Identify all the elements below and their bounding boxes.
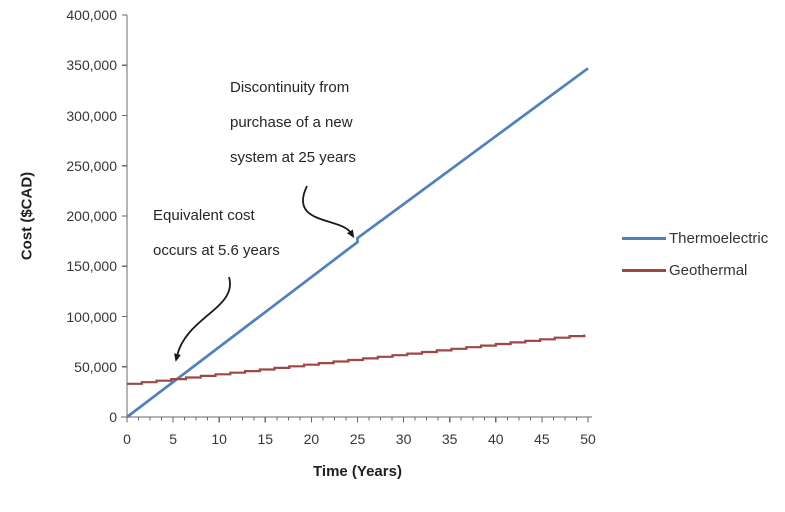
- arrow-to-discontinuity: [302, 185, 355, 239]
- y-tick-label: 0: [109, 409, 117, 425]
- x-tick-label: 20: [303, 431, 320, 447]
- annotation-text-line: system at 25 years: [230, 149, 356, 166]
- y-tick-label: 100,000: [66, 308, 117, 325]
- x-tick-label: 10: [211, 431, 227, 447]
- x-tick-label: 0: [123, 431, 131, 447]
- x-tick-label: 45: [534, 431, 550, 447]
- annotation-text-line: Discontinuity from: [230, 79, 350, 96]
- y-tick-label: 350,000: [66, 57, 117, 74]
- x-tick-label: 15: [257, 431, 274, 447]
- x-tick-label: 25: [349, 431, 366, 447]
- legend-label: Thermoelectric: [669, 230, 769, 247]
- y-tick-label: 300,000: [66, 107, 117, 124]
- legend-line-swatch: [622, 269, 666, 272]
- axes: [121, 14, 592, 423]
- legend-label: Geothermal: [669, 262, 748, 279]
- x-tick-label: 50: [580, 431, 596, 447]
- legend-line-swatch: [622, 237, 666, 240]
- annotation-discontinuity: Discontinuity from purchase of a new syste…: [230, 70, 356, 175]
- x-tick-label: 40: [488, 431, 504, 447]
- y-tick-label: 150,000: [66, 258, 117, 275]
- legend-item-geothermal: Geothermal: [622, 262, 747, 279]
- series-lines: [126, 67, 589, 419]
- y-tick-label: 200,000: [66, 208, 117, 224]
- x-tick-label: 5: [169, 431, 177, 447]
- y-tick-label: 50,000: [74, 358, 117, 375]
- annotation-text-line: occurs at 5.6 years: [153, 242, 280, 259]
- annotation-text-line: purchase of a new: [230, 114, 353, 131]
- x-axis-title: Time (Years): [313, 463, 402, 480]
- legend-item-thermoelectric: Thermoelectric: [622, 230, 768, 247]
- arrow-to-intersection: [174, 276, 231, 362]
- y-tick-label: 400,000: [66, 7, 117, 23]
- x-tick-label: 30: [395, 431, 412, 447]
- series-line-geothermal: [127, 334, 586, 385]
- y-tick-label: 250,000: [66, 157, 117, 174]
- series-line-thermoelectric: [126, 67, 589, 419]
- x-tick-label: 35: [441, 431, 458, 447]
- annotation-text-line: Equivalent cost: [153, 207, 255, 224]
- y-axis-title: Cost ($CAD): [18, 171, 36, 261]
- annotation-equivalent-cost: Equivalent cost occurs at 5.6 years: [153, 198, 280, 268]
